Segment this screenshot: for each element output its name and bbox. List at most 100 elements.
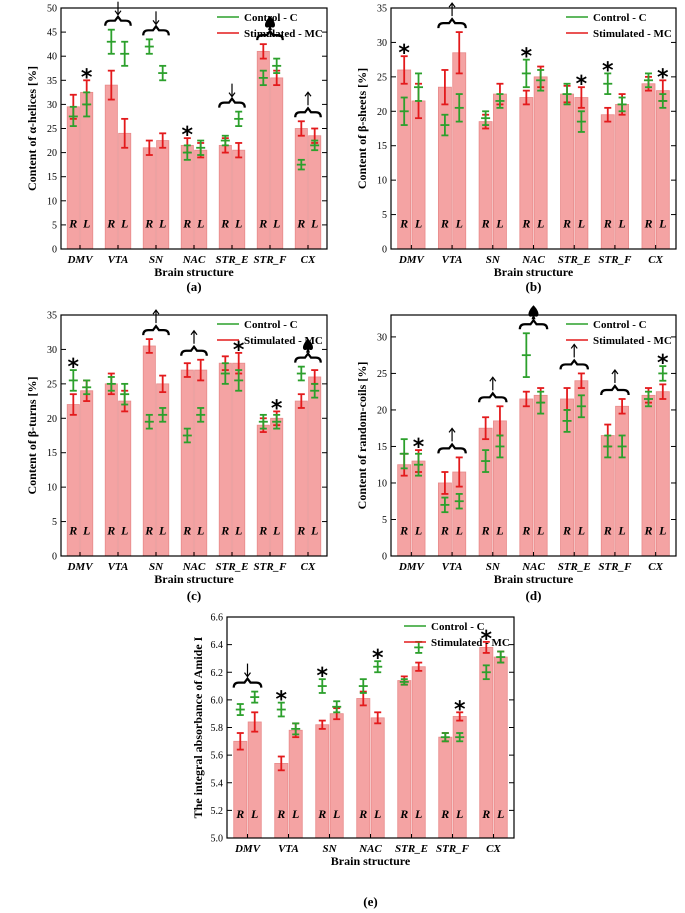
bar-SN-R — [142, 147, 156, 250]
side-label-R: R — [235, 807, 244, 821]
y-tick-label: 20 — [377, 405, 387, 416]
y-axis-label: Content of random-coils [%] — [355, 362, 369, 510]
significance-star: * — [372, 646, 384, 671]
increase-arrow-head — [448, 2, 456, 8]
y-tick-label: 5 — [382, 515, 387, 526]
y-tick-label: 5.6 — [211, 751, 224, 762]
y-tick-label: 35 — [47, 76, 57, 87]
y-tick-label: 10 — [47, 196, 57, 207]
side-label-L: L — [234, 216, 242, 230]
significance-brace — [600, 384, 630, 396]
side-label-L: L — [250, 807, 258, 821]
significance-star: * — [576, 72, 588, 97]
x-category-label: CX — [301, 561, 316, 573]
significance-star: * — [657, 351, 669, 376]
plot-frame — [60, 314, 328, 557]
side-label-L: L — [414, 216, 422, 230]
x-category-label: STR_E — [558, 254, 591, 266]
side-label-R: R — [481, 807, 490, 821]
significance-star: * — [271, 396, 283, 421]
side-label-R: R — [258, 216, 267, 230]
side-label-R: R — [521, 523, 530, 537]
y-tick-label: 5 — [52, 517, 57, 528]
bar-STR_F-R — [438, 736, 453, 839]
side-label-L: L — [291, 807, 299, 821]
side-label-L: L — [455, 216, 463, 230]
significance-brace — [218, 96, 246, 108]
legend-control-label: Control - C — [244, 319, 298, 331]
side-label-L: L — [196, 523, 204, 537]
legend-control-label: Control - C — [593, 319, 647, 331]
side-label-L: L — [455, 807, 463, 821]
increase-arrow-head — [190, 329, 198, 336]
decrease-arrow-head — [152, 19, 160, 26]
x-category-label: VTA — [278, 843, 299, 855]
side-label-L: L — [272, 216, 280, 230]
x-category-label: SN — [322, 843, 337, 855]
decrease-arrow-head — [114, 10, 122, 16]
y-tick-label: 25 — [377, 369, 387, 380]
side-label-R: R — [643, 216, 652, 230]
y-tick-label: 45 — [47, 28, 57, 39]
y-tick-label: 5.2 — [211, 806, 224, 817]
x-category-label: STR_E — [395, 843, 428, 855]
side-label-L: L — [658, 216, 666, 230]
side-label-R: R — [182, 523, 191, 537]
bar-SN-L — [156, 140, 170, 250]
bar-NAC-R — [180, 144, 194, 250]
increase-arrow-head — [304, 91, 312, 97]
bar-DMV-R — [233, 740, 248, 839]
side-label-R: R — [220, 523, 229, 537]
y-tick-label: 15 — [377, 141, 387, 152]
y-tick-label: 50 — [47, 4, 57, 15]
y-tick-label: 10 — [377, 176, 387, 187]
y-tick-label: 35 — [377, 4, 387, 15]
side-label-R: R — [106, 216, 115, 230]
y-tick-label: 15 — [47, 172, 57, 183]
significance-brace — [294, 106, 322, 118]
x-category-label: VTA — [108, 561, 129, 573]
y-tick-label: 5.4 — [211, 778, 224, 789]
side-label-L: L — [310, 216, 318, 230]
chart-panel-d: 0 5 10 15 20 25 30 Content of random-coils [%] D… — [355, 305, 677, 603]
side-label-R: R — [220, 216, 229, 230]
side-label-R: R — [106, 523, 115, 537]
bar-CX-R — [294, 128, 308, 250]
side-label-R: R — [603, 523, 612, 537]
side-label-R: R — [481, 216, 490, 230]
x-category-label: DMV — [66, 561, 94, 573]
y-axis-label: The integral absorbance of Amide I — [191, 636, 205, 818]
decrease-arrow-head — [244, 672, 251, 678]
legend-stimulated-label: Stimulated - MC — [431, 637, 510, 649]
bar-VTA-L — [288, 729, 303, 839]
side-label-R: R — [643, 523, 652, 537]
plot-frame — [390, 314, 677, 557]
side-label-R: R — [399, 216, 408, 230]
x-category-label: NAC — [182, 561, 206, 573]
significance-brace — [559, 358, 589, 370]
y-tick-label: 6.6 — [211, 613, 224, 624]
y-tick-label: 10 — [377, 478, 387, 489]
panel-label: (b) — [526, 279, 542, 294]
side-label-L: L — [414, 523, 422, 537]
x-axis-label: Brain structure — [331, 854, 411, 868]
y-tick-label: 20 — [47, 148, 57, 159]
x-category-label: CX — [648, 254, 663, 266]
side-label-R: R — [276, 807, 285, 821]
legend-stimulated-label: Stimulated - MC — [244, 28, 323, 40]
chart-panel-b: 0 5 10 15 20 25 30 35 Content of β-sheets [%] DMV… — [355, 2, 677, 294]
y-tick-label: 6.4 — [211, 640, 224, 651]
plot-frame — [390, 7, 677, 250]
y-tick-label: 0 — [382, 245, 387, 256]
significance-brace — [142, 24, 170, 36]
legend-stimulated-label: Stimulated - MC — [593, 335, 672, 347]
significance-star: * — [276, 688, 288, 713]
x-category-label: CX — [648, 561, 663, 573]
significance-brace — [232, 676, 263, 688]
y-tick-label: 0 — [52, 552, 57, 563]
bar-DMV-R — [397, 464, 412, 557]
significance-star: * — [68, 355, 80, 380]
side-label-R: R — [144, 523, 153, 537]
plot-frame — [226, 616, 515, 839]
bar-STR_E-R — [218, 144, 232, 250]
